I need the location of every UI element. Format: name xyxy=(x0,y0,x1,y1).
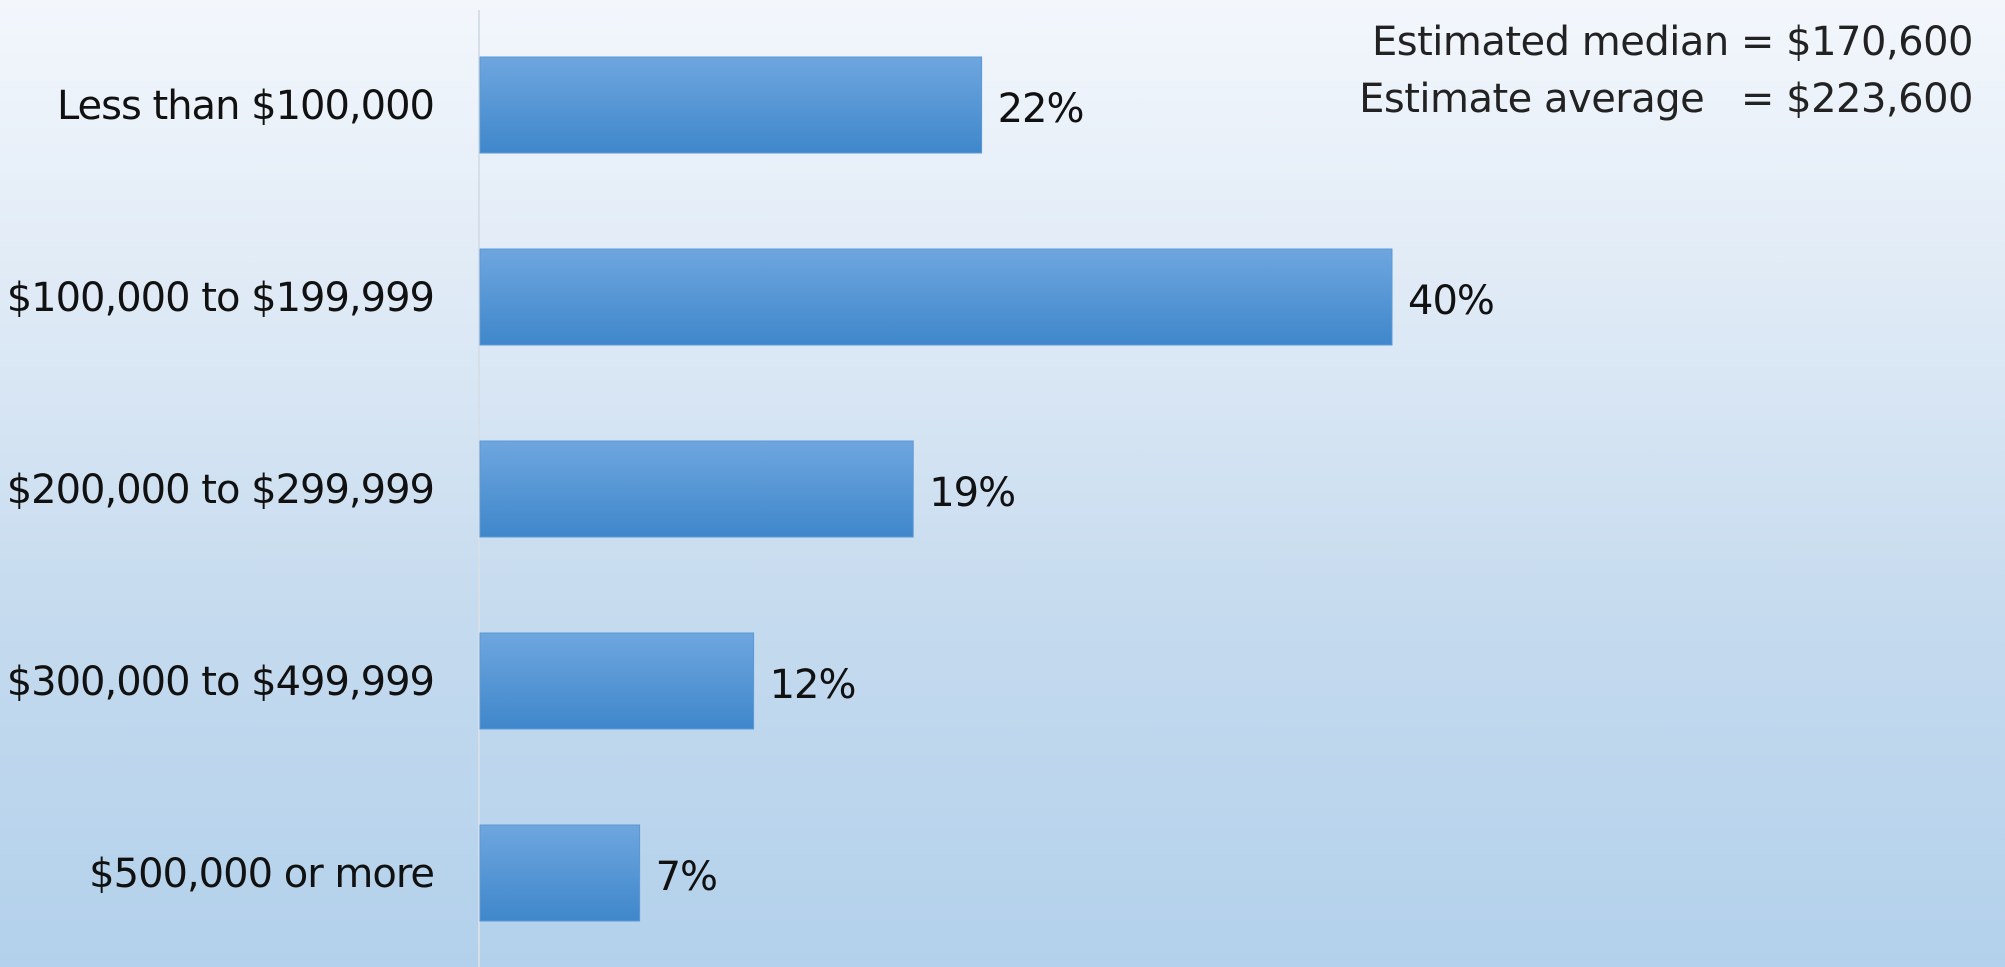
average-annotation: Estimate average = $223,600 xyxy=(1359,76,1973,122)
category-label-200-000-to-299-999: $200,000 to $299,999 xyxy=(7,467,434,513)
bar-less-than-100-000 xyxy=(479,56,983,154)
bar-300-000-to-499-999 xyxy=(479,632,755,730)
category-label-100-000-to-199-999: $100,000 to $199,999 xyxy=(7,275,434,321)
category-label-500-000-or-more: $500,000 or more xyxy=(89,851,434,897)
bar-200-000-to-299-999 xyxy=(479,440,914,538)
bar-500-000-or-more xyxy=(479,824,641,922)
value-label-200-000-to-299-999: 19% xyxy=(929,470,1015,516)
category-label-less-than-100-000: Less than $100,000 xyxy=(57,83,434,129)
value-label-300-000-to-499-999: 12% xyxy=(770,662,856,708)
value-label-less-than-100-000: 22% xyxy=(998,86,1084,132)
value-label-100-000-to-199-999: 40% xyxy=(1408,278,1494,324)
bars-layer: Less than $100,000 22% $100,000 to $199,99… xyxy=(7,56,1495,922)
median-annotation: Estimated median = $170,600 xyxy=(1372,19,1973,65)
stats-annotation: Estimated median = $170,600 Estimate ave… xyxy=(1359,19,1973,122)
category-label-300-000-to-499-999: $300,000 to $499,999 xyxy=(7,659,434,705)
bar-100-000-to-199-999 xyxy=(479,248,1393,346)
value-label-500-000-or-more: 7% xyxy=(656,854,717,900)
